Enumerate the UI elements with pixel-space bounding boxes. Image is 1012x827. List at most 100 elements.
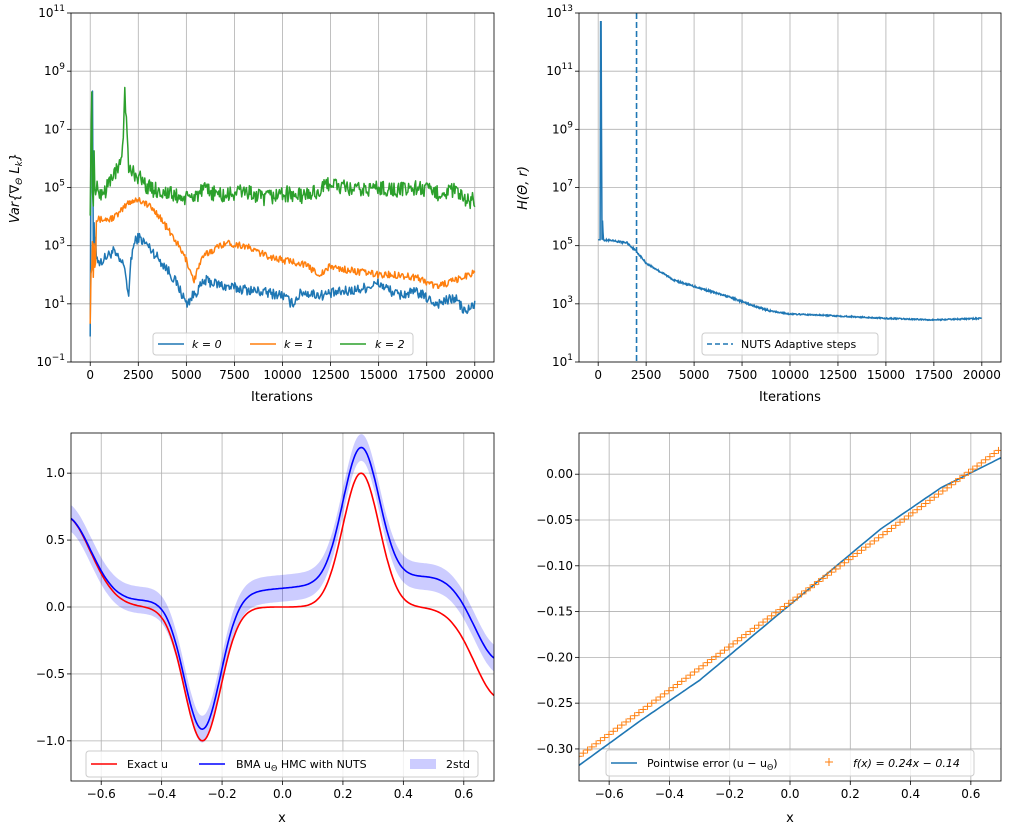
p3-frame	[70, 432, 495, 782]
p1-ytick-label: 103	[44, 237, 65, 253]
p3-xtick-label: 0.0	[273, 787, 292, 801]
p4-xtick-label: −0.2	[715, 787, 744, 801]
p3-legend-bma: BMA uΘ HMC with NUTS	[236, 758, 367, 773]
p2-ytick-label: 109	[552, 120, 573, 136]
p4-ytick-label: −0.20	[536, 650, 573, 664]
p1-xtick-label: 15000	[360, 368, 398, 382]
p1-xtick-label: 17500	[408, 368, 446, 382]
p2-ytick-label: 101	[552, 353, 573, 369]
p1-frame	[70, 12, 495, 363]
p1-ylabel: Var{∇Θ Lk}	[8, 153, 25, 223]
panel-solution: −0.6 −0.4 −0.2 0.0 0.2 0.4 0.6 −1.0 −0.5 0.0 0.5 1.…	[36, 432, 495, 801]
p1-xtick-label: 2500	[123, 368, 154, 382]
p2-ytick-label: 103	[552, 295, 573, 311]
p3-xtick-label: −0.4	[147, 787, 176, 801]
p3-legend-std-swatch	[410, 759, 436, 769]
panel-pointwise-error: −0.6 −0.4 −0.2 0.0 0.2 0.4 0.6 −0.30 −0.25 −0.20 −…	[536, 432, 1002, 801]
p1-ytick-label: 107	[44, 120, 65, 136]
p3-series-exact	[71, 472, 494, 742]
p4-legend-err: Pointwise error (u − uΘ)	[647, 757, 778, 772]
p1-xtick-label: 20000	[456, 368, 494, 382]
p1-legend: k = 0 k = 1 k = 2	[152, 332, 414, 356]
p1-legend-k1: k = 1	[284, 338, 314, 351]
p4-xtick-label: −0.6	[595, 787, 624, 801]
p3-legend-exact: Exact u	[127, 758, 168, 771]
p1-series-k0	[89, 90, 476, 337]
p4-series-fit	[579, 446, 1001, 760]
p2-ytick-label: 105	[552, 237, 573, 253]
p4-series-error	[579, 456, 1001, 767]
p3-grid	[71, 433, 494, 781]
panel-variance: 0 2500 5000 7500 10000 12500 15000 17500 20000 10…	[36, 4, 495, 382]
p3-ytick-label: −0.5	[36, 667, 65, 681]
p3-xtick-label: −0.6	[87, 787, 116, 801]
p1-ytick-label: 109	[44, 62, 65, 78]
p2-xtick-label: 17500	[915, 368, 953, 382]
p4-plot-area	[579, 446, 1001, 767]
p2-series-hamiltonian	[598, 20, 982, 322]
p4-xtick-label: 0.4	[901, 787, 920, 801]
p2-xtick-label: 7500	[727, 368, 758, 382]
p3-xlabel: x	[278, 811, 286, 826]
p3-legend-box	[85, 750, 479, 778]
p1-series-k1	[89, 197, 476, 324]
p4-legend-box	[605, 749, 975, 777]
p3-ytick-label: 0.5	[46, 533, 65, 547]
p2-xtick-label: 20000	[963, 368, 1001, 382]
p3-xtick-label: 0.2	[333, 787, 352, 801]
p4-xtick-label: 0.0	[780, 787, 799, 801]
p3-xtick-label: 0.4	[394, 787, 413, 801]
p3-legend-std: 2std	[446, 758, 470, 771]
p1-legend-box	[152, 332, 414, 356]
p2-xtick-label: 0	[594, 368, 602, 382]
p1-xtick-label: 10000	[263, 368, 301, 382]
p3-legend: Exact u BMA uΘ HMC with NUTS 2std	[85, 750, 479, 778]
p4-ytick-label: −0.10	[536, 559, 573, 573]
p4-legend: Pointwise error (u − uΘ) f(x) = 0.24x − …	[605, 749, 975, 777]
p1-ytick-label: 10−1	[36, 353, 65, 369]
p3-plot-area	[71, 434, 494, 743]
p1-legend-k2: k = 2	[375, 338, 405, 351]
p1-ytick-label: 1011	[38, 4, 65, 20]
p4-ytick-label: −0.25	[536, 696, 573, 710]
p1-ytick-label: 101	[44, 295, 65, 311]
p2-plot-area	[598, 13, 982, 362]
p4-ytick-label: −0.15	[536, 605, 573, 619]
p4-xtick-label: 0.2	[841, 787, 860, 801]
p2-xlabel: Iterations	[759, 390, 821, 405]
p2-xtick-label: 10000	[771, 368, 809, 382]
p1-xtick-label: 7500	[219, 368, 250, 382]
p1-series-k2	[89, 86, 476, 216]
p2-xtick-label: 5000	[679, 368, 710, 382]
p2-ylabel: H(Θ, r)	[516, 166, 531, 210]
p2-legend-box	[701, 332, 879, 356]
p2-xtick-label: 2500	[631, 368, 662, 382]
p2-frame	[578, 12, 1002, 363]
p4-legend-fit: f(x) = 0.24x − 0.14	[853, 757, 960, 770]
p1-xtick-label: 0	[86, 368, 94, 382]
p3-ytick-label: −1.0	[36, 734, 65, 748]
p4-ytick-label: 0.00	[546, 467, 573, 481]
p4-legend-fit-swatch	[825, 758, 833, 766]
p4-ytick-label: −0.05	[536, 513, 573, 527]
p4-xtick-label: 0.6	[961, 787, 980, 801]
p2-ytick-label: 1011	[546, 62, 573, 78]
p3-ytick-label: 1.0	[46, 466, 65, 480]
p2-ytick-label: 1013	[546, 4, 573, 20]
p3-xtick-label: 0.6	[454, 787, 473, 801]
p1-xtick-label: 12500	[311, 368, 349, 382]
p1-legend-k0: k = 0	[192, 338, 222, 351]
p4-xtick-label: −0.4	[655, 787, 684, 801]
p4-grid	[579, 433, 1001, 781]
p1-xlabel: Iterations	[251, 390, 313, 405]
p2-legend-nuts: NUTS Adaptive steps	[741, 338, 856, 351]
p2-ytick-label: 107	[552, 179, 573, 195]
p3-ytick-label: 0.0	[46, 600, 65, 614]
p3-series-bma	[71, 446, 494, 731]
p4-xlabel: x	[786, 811, 794, 826]
panel-hamiltonian: 0 2500 5000 7500 10000 12500 15000 17500 20000 10…	[546, 4, 1002, 382]
p4-frame	[578, 432, 1002, 782]
p2-grid	[579, 12, 1001, 363]
